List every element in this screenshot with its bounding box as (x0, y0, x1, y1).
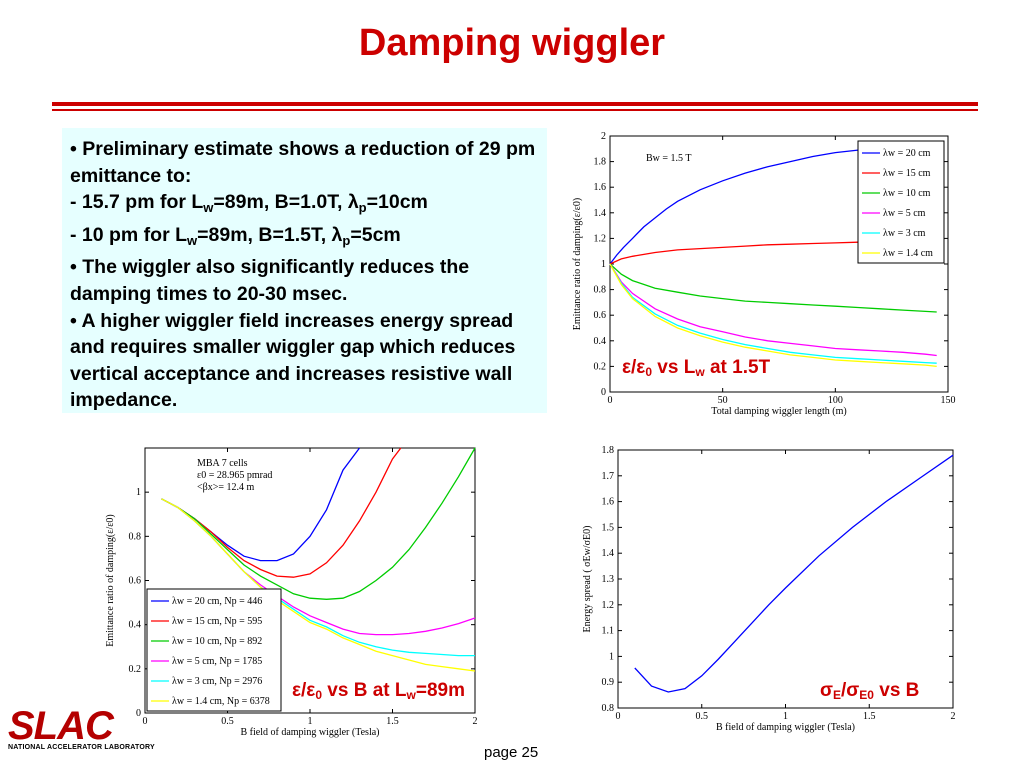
y-tick-label: 1.4 (594, 208, 607, 219)
chart-emittance-vs-length: 0 50 100 150 0 0.2 0.4 0.6 0.8 1 1.2 1.4 1.6 1.8 2 Tota… (560, 128, 960, 428)
x-tick-label: 100 (828, 395, 843, 406)
chart-svg: 0 0.5 1 1.5 200.20.40.60.81B field of dampin… (105, 447, 478, 738)
page-number: page 25 (484, 744, 539, 761)
y-tick-label: 1 (601, 259, 606, 270)
caption-emittance-vs-length: ε/ε0 vs Lw at 1.5T (622, 357, 771, 379)
y-tick-label: 1.7 (602, 471, 615, 482)
x-tick-label: 150 (941, 395, 956, 406)
legend-entry: λw = 15 cm (883, 168, 931, 179)
x-tick-label: 50 (718, 395, 728, 406)
x-tick-label: 0 (608, 395, 613, 406)
y-tick-label: 1.8 (594, 157, 607, 168)
y-tick-label: 0.8 (594, 285, 607, 296)
y-tick-label: 0.8 (129, 531, 142, 542)
x-tick-label: 2 (951, 711, 956, 722)
legend-entry: λw = 20 cm (883, 148, 931, 159)
legend-entry: λw = 3 cm (883, 228, 926, 239)
y-tick-label: 0.6 (129, 576, 142, 587)
lattice-annotation: ε0 = 28.965 pmrad (197, 470, 272, 481)
legend-entry: λw = 20 cm, Np = 446 (172, 596, 262, 607)
slac-logo-word: SLAC (8, 704, 114, 748)
x-axis-label: B field of damping wiggler (Tesla) (716, 722, 855, 733)
legend-entry: λw = 1.4 cm (883, 248, 933, 259)
bullet-damping-times: • The wiggler also significantly reduces… (70, 256, 470, 305)
bullet-reduction: • Preliminary estimate shows a reduction… (70, 138, 536, 187)
series-line-3 (161, 447, 476, 600)
caption-emittance-vs-field: ε/ε0 vs B at Lw=89m (292, 680, 465, 702)
series-line-4 (609, 263, 937, 357)
y-tick-label: 0.4 (129, 620, 142, 631)
y-tick-label: 0 (136, 708, 141, 719)
series-line-2 (161, 447, 402, 578)
y-tick-label: 0.8 (602, 703, 615, 714)
legend-entry: λw = 15 cm, Np = 595 (172, 616, 262, 627)
plot-frame (617, 449, 954, 709)
y-axis-label: Energy spread ( σEw/σE0) (582, 526, 593, 633)
y-axis-label: Emittance ratio of damping(ε/ε0) (105, 514, 116, 647)
series-line-1 (634, 454, 954, 693)
series-line-6 (609, 263, 937, 368)
y-axis-label: Emittance ratio of damping(ε/ε0) (572, 198, 583, 331)
slac-logo-subtitle: NATIONAL ACCELERATOR LABORATORY (8, 744, 155, 751)
y-tick-label: 1 (609, 651, 614, 662)
legend-entry: λw = 5 cm (883, 208, 926, 219)
x-tick-label: 1 (308, 716, 313, 727)
y-tick-label: 1.1 (602, 626, 615, 637)
x-tick-label: 0.5 (221, 716, 234, 727)
legend-entry: λw = 10 cm (883, 188, 931, 199)
chart-emittance-vs-field: 0 0.5 1 1.5 2 0 0.2 0.4 0.6 0.8 1 B field of dampin… (95, 440, 485, 745)
y-tick-label: 0.2 (129, 664, 142, 675)
series-line-6 (161, 498, 476, 672)
x-axis-label: Total damping wiggler length (m) (711, 406, 846, 417)
x-tick-label: 2 (473, 716, 478, 727)
bullet-case-2: - 10 pm for Lw=89m, B=1.5T, λp=5cm (70, 223, 401, 248)
series-line-1 (609, 143, 915, 265)
chart-svg: 0 0.5 1 1.5 2 0.8 0.9 1 1.1 1.2 1.3 1.4 1.5 1.6 1.7 1.8… (582, 445, 956, 733)
x-tick-label: 0 (143, 716, 148, 727)
x-tick-label: 1.5 (863, 711, 876, 722)
caption-energy-spread: σE/σE0 vs B (820, 680, 920, 702)
y-tick-label: 0.6 (594, 310, 607, 321)
legend-entry: λw = 5 cm, Np = 1785 (172, 656, 262, 667)
x-tick-label: 0 (616, 711, 621, 722)
y-tick-label: 1.6 (602, 497, 615, 508)
bullet-box: • Preliminary estimate shows a reduction… (62, 128, 547, 413)
y-tick-label: 0.2 (594, 361, 607, 372)
bullet-case-1: - 15.7 pm for Lw=89m, B=1.0T, λp=10cm (70, 191, 428, 216)
title-divider (52, 102, 978, 106)
y-tick-label: 1.4 (602, 548, 615, 559)
field-annotation: Bw = 1.5 T (646, 153, 691, 164)
y-tick-label: 1 (136, 487, 141, 498)
lattice-annotation: MBA 7 cells (197, 458, 248, 469)
slac-logo: SLAC NATIONAL ACCELERATOR LABORATORY (8, 706, 155, 751)
legend-entry: λw = 3 cm, Np = 2976 (172, 676, 262, 687)
x-axis-label: B field of damping wiggler (Tesla) (241, 727, 380, 738)
chart-energy-spread-vs-field: 0 0.5 1 1.5 2 0.8 0.9 1 1.1 1.2 1.3 1.4 1.5 1.6 1.7 1.8… (570, 440, 970, 745)
bullet-energy-spread: • A higher wiggler field increases energ… (70, 309, 516, 412)
legend-box (857, 140, 945, 264)
slide-title: Damping wiggler (358, 22, 666, 64)
y-tick-label: 0.4 (594, 336, 607, 347)
chart-svg: 0 50 100 150 0 0.2 0.4 0.6 0.8 1 1.2 1.4 1.6 1.8 2 Tota… (572, 131, 956, 417)
legend-box (146, 588, 282, 712)
x-tick-label: 1 (783, 711, 788, 722)
y-tick-label: 1.3 (602, 574, 615, 585)
lattice-annotation: <βx>= 12.4 m (197, 482, 255, 493)
y-tick-label: 1.5 (602, 522, 615, 533)
series-line-2 (609, 240, 903, 265)
series-line-3 (609, 263, 937, 313)
legend-entry: λw = 10 cm, Np = 892 (172, 636, 262, 647)
y-tick-label: 1.2 (602, 600, 615, 611)
title-divider-thin (52, 109, 978, 111)
y-tick-label: 1.2 (594, 233, 607, 244)
y-tick-label: 0 (601, 387, 606, 398)
y-tick-label: 0.9 (602, 677, 615, 688)
y-tick-label: 1.6 (594, 182, 607, 193)
x-tick-label: 1.5 (386, 716, 399, 727)
y-tick-label: 2 (601, 131, 606, 142)
series-line-5 (609, 263, 937, 364)
x-tick-label: 0.5 (696, 711, 709, 722)
legend-entry: λw = 1.4 cm, Np = 6378 (172, 696, 270, 707)
y-tick-label: 1.8 (602, 445, 615, 456)
